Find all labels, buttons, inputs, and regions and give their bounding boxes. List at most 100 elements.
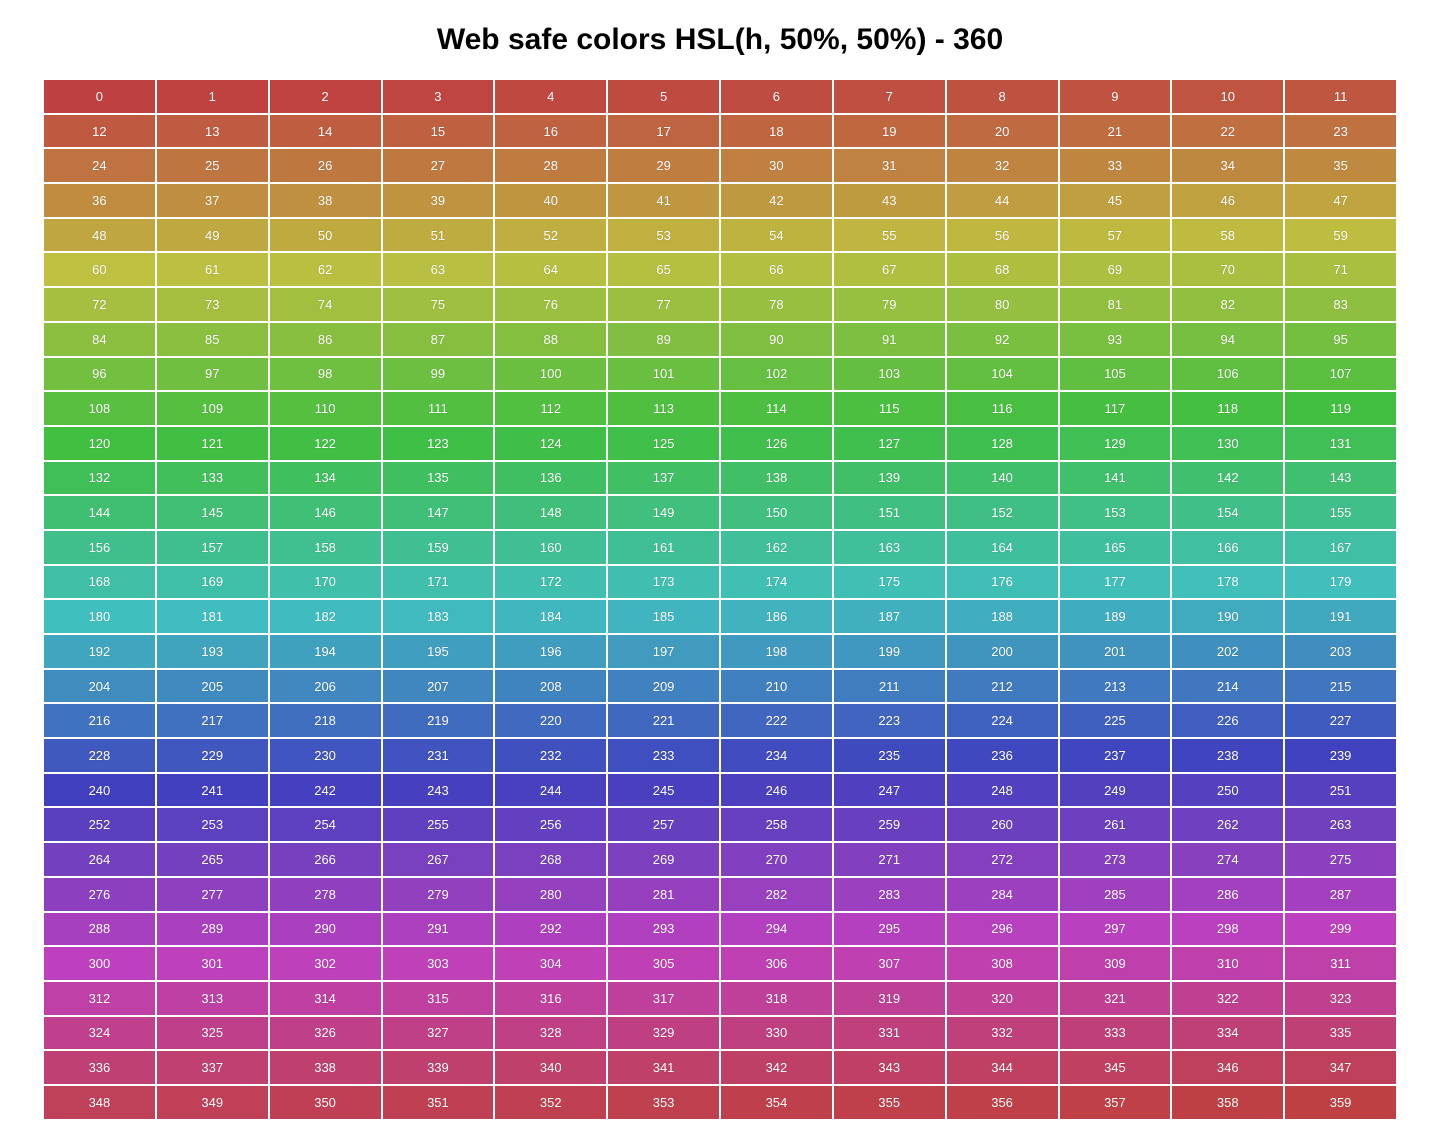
color-swatch-341: 341 — [608, 1051, 719, 1084]
color-swatch-188: 188 — [946, 600, 1058, 633]
color-swatch-36: 36 — [44, 184, 155, 217]
color-swatch-86: 86 — [269, 322, 381, 356]
color-swatch-168: 168 — [44, 565, 155, 599]
color-swatch-7: 7 — [833, 80, 945, 113]
color-swatch-39: 39 — [382, 184, 494, 217]
color-swatch-218: 218 — [269, 704, 381, 738]
color-swatch-212: 212 — [946, 669, 1058, 703]
color-swatch-23: 23 — [1285, 114, 1396, 148]
color-swatch-137: 137 — [608, 461, 719, 495]
color-swatch-0: 0 — [44, 80, 155, 113]
color-swatch-216: 216 — [44, 704, 155, 738]
color-swatch-328: 328 — [495, 1016, 607, 1050]
color-swatch-18: 18 — [721, 114, 832, 148]
color-swatch-245: 245 — [608, 773, 719, 807]
color-swatch-51: 51 — [382, 218, 494, 252]
color-swatch-247: 247 — [833, 773, 945, 807]
color-swatch-242: 242 — [269, 773, 381, 807]
color-swatch-297: 297 — [1059, 912, 1171, 946]
color-swatch-335: 335 — [1285, 1016, 1396, 1050]
color-swatch-31: 31 — [833, 149, 945, 183]
color-swatch-98: 98 — [269, 357, 381, 391]
color-swatch-195: 195 — [382, 635, 494, 668]
color-swatch-181: 181 — [156, 600, 268, 633]
color-swatch-68: 68 — [946, 253, 1058, 287]
color-swatch-91: 91 — [833, 322, 945, 356]
color-swatch-85: 85 — [156, 322, 268, 356]
color-swatch-158: 158 — [269, 530, 381, 564]
color-swatch-40: 40 — [495, 184, 607, 217]
color-swatch-200: 200 — [946, 635, 1058, 668]
color-swatch-211: 211 — [833, 669, 945, 703]
color-swatch-326: 326 — [269, 1016, 381, 1050]
color-swatch-205: 205 — [156, 669, 268, 703]
color-swatch-52: 52 — [495, 218, 607, 252]
color-swatch-299: 299 — [1285, 912, 1396, 946]
color-swatch-123: 123 — [382, 426, 494, 460]
color-swatch-125: 125 — [608, 426, 719, 460]
color-swatch-143: 143 — [1285, 461, 1396, 495]
color-swatch-84: 84 — [44, 322, 155, 356]
color-swatch-77: 77 — [608, 288, 719, 321]
color-swatch-276: 276 — [44, 877, 155, 911]
color-swatch-178: 178 — [1172, 565, 1284, 599]
color-swatch-342: 342 — [721, 1051, 832, 1084]
color-swatch-115: 115 — [833, 392, 945, 425]
color-swatch-183: 183 — [382, 600, 494, 633]
color-swatch-289: 289 — [156, 912, 268, 946]
color-swatch-357: 357 — [1059, 1085, 1171, 1119]
color-swatch-305: 305 — [608, 947, 719, 980]
color-swatch-14: 14 — [269, 114, 381, 148]
color-swatch-108: 108 — [44, 392, 155, 425]
color-swatch-317: 317 — [608, 981, 719, 1015]
color-swatch-80: 80 — [946, 288, 1058, 321]
color-swatch-334: 334 — [1172, 1016, 1284, 1050]
color-swatch-11: 11 — [1285, 80, 1396, 113]
color-swatch-106: 106 — [1172, 357, 1284, 391]
color-swatch-254: 254 — [269, 808, 381, 842]
color-swatch-26: 26 — [269, 149, 381, 183]
color-swatch-350: 350 — [269, 1085, 381, 1119]
color-swatch-184: 184 — [495, 600, 607, 633]
color-swatch-71: 71 — [1285, 253, 1396, 287]
color-swatch-19: 19 — [833, 114, 945, 148]
color-swatch-46: 46 — [1172, 184, 1284, 217]
color-swatch-262: 262 — [1172, 808, 1284, 842]
color-swatch-260: 260 — [946, 808, 1058, 842]
color-swatch-66: 66 — [721, 253, 832, 287]
color-swatch-330: 330 — [721, 1016, 832, 1050]
color-swatch-319: 319 — [833, 981, 945, 1015]
color-swatch-348: 348 — [44, 1085, 155, 1119]
color-swatch-177: 177 — [1059, 565, 1171, 599]
color-swatch-304: 304 — [495, 947, 607, 980]
color-swatch-263: 263 — [1285, 808, 1396, 842]
color-swatch-228: 228 — [44, 739, 155, 772]
color-swatch-193: 193 — [156, 635, 268, 668]
color-swatch-43: 43 — [833, 184, 945, 217]
color-swatch-234: 234 — [721, 739, 832, 772]
color-swatch-315: 315 — [382, 981, 494, 1015]
color-swatch-197: 197 — [608, 635, 719, 668]
color-swatch-87: 87 — [382, 322, 494, 356]
color-swatch-352: 352 — [495, 1085, 607, 1119]
color-swatch-303: 303 — [382, 947, 494, 980]
color-swatch-79: 79 — [833, 288, 945, 321]
color-swatch-2: 2 — [269, 80, 381, 113]
color-swatch-279: 279 — [382, 877, 494, 911]
color-swatch-275: 275 — [1285, 843, 1396, 876]
color-swatch-1: 1 — [156, 80, 268, 113]
color-swatch-311: 311 — [1285, 947, 1396, 980]
color-swatch-107: 107 — [1285, 357, 1396, 391]
color-swatch-198: 198 — [721, 635, 832, 668]
color-swatch-237: 237 — [1059, 739, 1171, 772]
color-swatch-288: 288 — [44, 912, 155, 946]
color-swatch-284: 284 — [946, 877, 1058, 911]
color-swatch-236: 236 — [946, 739, 1058, 772]
color-swatch-283: 283 — [833, 877, 945, 911]
color-swatch-142: 142 — [1172, 461, 1284, 495]
color-swatch-255: 255 — [382, 808, 494, 842]
color-swatch-81: 81 — [1059, 288, 1171, 321]
color-swatch-175: 175 — [833, 565, 945, 599]
color-swatch-144: 144 — [44, 496, 155, 529]
color-swatch-295: 295 — [833, 912, 945, 946]
